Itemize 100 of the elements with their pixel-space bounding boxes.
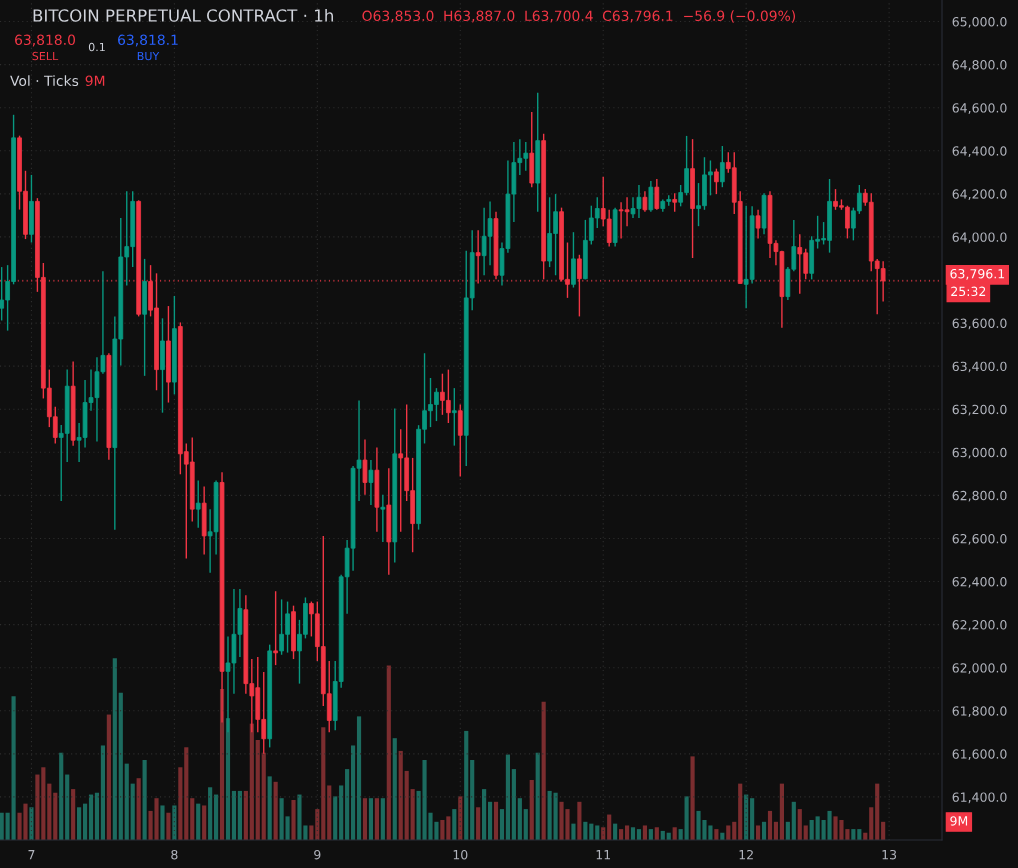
candlestick — [642, 190, 648, 213]
x-tick-label: 10 — [453, 849, 468, 860]
bar — [106, 714, 111, 840]
bar — [82, 803, 88, 840]
y-tick-label: 62,200.0 — [952, 620, 1007, 631]
text: 9M — [950, 816, 968, 826]
bar — [368, 798, 374, 840]
bar — [607, 814, 612, 840]
bar — [345, 769, 350, 840]
chart-title: BITCOIN PERPETUAL CONTRACT · 1h — [33, 8, 333, 22]
bar — [595, 825, 600, 840]
y-tick-label: 62,600.0 — [952, 533, 1007, 545]
candlestick — [195, 479, 201, 529]
bar — [654, 827, 659, 840]
candlestick — [451, 387, 457, 447]
y-tick-label: 63,000.0 — [952, 447, 1007, 459]
candlestick — [648, 180, 654, 213]
bar — [571, 823, 576, 840]
bar — [642, 825, 647, 840]
bar — [410, 789, 415, 840]
bar — [738, 783, 743, 840]
bar — [356, 716, 362, 840]
bar — [577, 801, 582, 840]
bar — [65, 774, 70, 840]
bar — [362, 798, 368, 840]
bar — [505, 754, 510, 840]
bar — [482, 789, 487, 840]
annotation: 63,818.0 — [15, 34, 75, 47]
bar — [130, 783, 135, 840]
bar — [523, 809, 528, 840]
bar — [118, 692, 123, 840]
bar — [624, 825, 630, 840]
annotation: SELL — [32, 51, 59, 61]
bar — [809, 820, 814, 840]
bar — [535, 752, 540, 840]
bar — [767, 810, 773, 840]
candlestick — [714, 167, 719, 195]
bar — [94, 792, 100, 840]
x-tick-label: 9 — [314, 849, 321, 860]
candlestick — [577, 254, 582, 318]
bar — [339, 785, 344, 840]
candlestick — [380, 494, 386, 543]
bar — [803, 825, 808, 840]
bar — [273, 781, 278, 840]
bar — [309, 825, 314, 840]
y-tick-label: 61,400.0 — [952, 792, 1007, 804]
bar — [237, 790, 242, 840]
text: 9M — [85, 75, 105, 87]
bar — [493, 801, 499, 840]
y-tick-label: 62,800.0 — [952, 490, 1007, 502]
annotation: H63,887.0 — [444, 10, 515, 23]
bar — [350, 745, 356, 840]
bar — [100, 745, 105, 840]
bar — [214, 794, 219, 840]
bar — [446, 816, 451, 840]
bar — [231, 790, 237, 840]
bar — [452, 809, 457, 840]
bar — [672, 827, 677, 840]
bar — [77, 807, 82, 840]
bar — [184, 747, 189, 840]
x-tick-label: 12 — [739, 849, 753, 860]
bar — [815, 816, 820, 840]
bar — [124, 763, 129, 840]
y-tick-label: 63,400.0 — [952, 361, 1007, 373]
bar — [255, 740, 260, 840]
x-tick-label: 11 — [596, 850, 611, 860]
y-tick-label: 63,200.0 — [952, 404, 1007, 416]
bar — [440, 820, 445, 840]
bar — [791, 801, 796, 840]
annotation: −56.9 (−0.09%) — [684, 10, 795, 23]
bar — [166, 812, 171, 840]
bar — [630, 827, 636, 840]
bar — [88, 794, 94, 840]
x-tick-label: 7 — [28, 850, 35, 860]
y-tick-label: 64,600.0 — [952, 103, 1007, 114]
bar — [202, 805, 207, 840]
candlestick — [755, 209, 761, 240]
bar — [47, 783, 52, 840]
bar — [487, 801, 493, 840]
bar — [797, 809, 802, 840]
bar — [779, 783, 784, 840]
bar — [499, 809, 505, 840]
bar — [541, 701, 546, 840]
y-tick-label: 65,000.0 — [952, 17, 1007, 28]
bar — [112, 658, 117, 840]
bar — [517, 798, 522, 840]
y-tick-label: 63,600.0 — [952, 318, 1007, 330]
bar — [261, 752, 266, 840]
y-tick-label: 61,600.0 — [952, 749, 1007, 761]
x-tick-label: 13 — [882, 849, 897, 860]
candlestick — [719, 145, 725, 188]
bar — [243, 790, 248, 840]
ref-line-label: 63,796.1 — [950, 268, 1005, 280]
bar — [59, 752, 64, 840]
annotation: C63,796.1 — [602, 10, 673, 23]
bar — [136, 778, 141, 840]
bar — [476, 807, 481, 840]
bar — [208, 787, 213, 840]
y-tick-label: 64,400.0 — [952, 146, 1007, 157]
bar — [511, 769, 516, 840]
